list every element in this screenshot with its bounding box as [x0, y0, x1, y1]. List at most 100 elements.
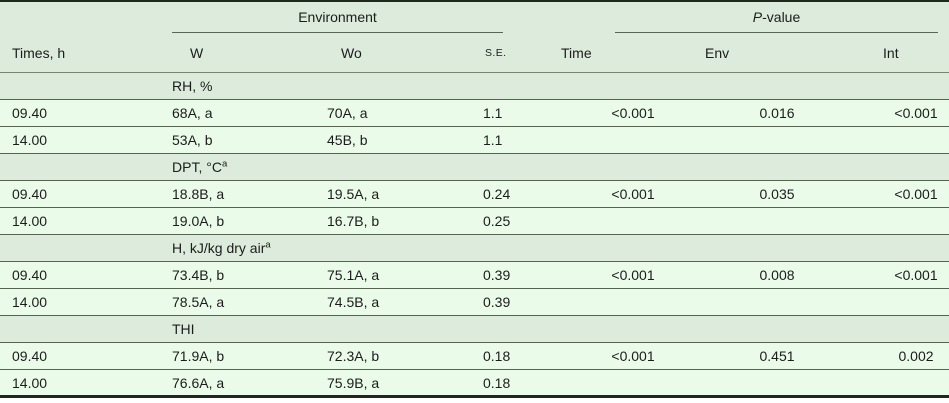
- cell-p-int: <0.001: [849, 261, 949, 289]
- table-row: 14.00 76.6A, a 75.9B, a 0.18: [0, 369, 949, 397]
- header-times: Times, h: [0, 33, 162, 73]
- group-row-dpt: DPT, °Ca: [0, 153, 949, 181]
- table-row: 09.40 71.9A, b 72.3A, b 0.18 <0.001 0.45…: [0, 342, 949, 370]
- environment-spanner-label: Environment: [298, 9, 377, 25]
- table-row: 09.40 18.8B, a 19.5A, a 0.24 <0.001 0.03…: [0, 180, 949, 208]
- group-label-text: RH, %: [172, 78, 213, 94]
- cell-times: 14.00: [0, 126, 162, 154]
- column-header-row: Times, h W Wo S.E. Time Env Int: [0, 33, 949, 73]
- cell-se: 0.25: [473, 207, 562, 235]
- group-row-rh: RH, %: [0, 72, 949, 100]
- header-se: S.E.: [473, 33, 562, 73]
- cell-p-int: [849, 288, 949, 316]
- cell-times: 14.00: [0, 288, 162, 316]
- header-w: W: [162, 33, 317, 73]
- cell-se: 0.24: [473, 180, 562, 208]
- cell-times: 09.40: [0, 180, 162, 208]
- cell-p-env: [705, 288, 850, 316]
- cell-p-int: 0.002: [849, 342, 949, 370]
- cell-w: 71.9A, b: [162, 342, 317, 370]
- header-p-env: Env: [705, 33, 850, 73]
- group-label-rh: RH, %: [162, 72, 949, 100]
- cell-p-env: 0.016: [705, 99, 850, 127]
- group-empty-cell: [0, 234, 162, 262]
- cell-times: 14.00: [0, 207, 162, 235]
- cell-wo: 74.5B, a: [317, 288, 473, 316]
- cell-w: 68A, a: [162, 99, 317, 127]
- group-superscript: a: [265, 239, 271, 251]
- cell-se: 1.1: [473, 126, 562, 154]
- cell-p-env: 0.451: [705, 342, 850, 370]
- cell-times: 09.40: [0, 261, 162, 289]
- table-row: 14.00 19.0A, b 16.7B, b 0.25: [0, 207, 949, 235]
- cell-p-env: [705, 207, 850, 235]
- cell-w: 73.4B, b: [162, 261, 317, 289]
- pvalue-spanner-label: -value: [762, 9, 801, 25]
- header-p-int: Int: [849, 33, 949, 73]
- group-label-text: H, kJ/kg dry air: [172, 240, 266, 256]
- table-row: 09.40 68A, a 70A, a 1.1 <0.001 0.016 <0.…: [0, 99, 949, 127]
- cell-wo: 72.3A, b: [317, 342, 473, 370]
- cell-p-time: <0.001: [561, 180, 706, 208]
- group-label-thi: THI: [162, 315, 949, 343]
- cell-wo: 16.7B, b: [317, 207, 473, 235]
- group-empty-cell: [0, 315, 162, 343]
- cell-p-env: [705, 369, 850, 397]
- cell-w: 18.8B, a: [162, 180, 317, 208]
- cell-p-env: [705, 126, 850, 154]
- cell-wo: 45B, b: [317, 126, 473, 154]
- cell-wo: 75.9B, a: [317, 369, 473, 397]
- cell-p-time: [561, 126, 706, 154]
- pvalue-spanner: P-value: [615, 9, 939, 33]
- header-wo: Wo: [317, 33, 473, 73]
- cell-p-time: <0.001: [561, 99, 706, 127]
- group-label-text: DPT, °C: [172, 159, 222, 175]
- table-row: 14.00 78.5A, a 74.5B, a 0.39: [0, 288, 949, 316]
- environment-spanner: Environment: [172, 9, 504, 33]
- table-row: 09.40 73.4B, b 75.1A, a 0.39 <0.001 0.00…: [0, 261, 949, 289]
- cell-p-time: <0.001: [561, 342, 706, 370]
- cell-times: 14.00: [0, 369, 162, 397]
- cell-se: 1.1: [473, 99, 562, 127]
- environment-spanner-cell: Environment: [162, 1, 562, 33]
- cell-times: 09.40: [0, 99, 162, 127]
- cell-p-int: <0.001: [849, 99, 949, 127]
- cell-se: 0.39: [473, 288, 562, 316]
- group-empty-cell: [0, 72, 162, 100]
- cell-p-time: [561, 207, 706, 235]
- cell-p-time: [561, 369, 706, 397]
- pvalue-spanner-italic-p: P: [752, 9, 763, 25]
- cell-p-int: [849, 207, 949, 235]
- cell-wo: 70A, a: [317, 99, 473, 127]
- cell-se: 0.39: [473, 261, 562, 289]
- cell-times: 09.40: [0, 342, 162, 370]
- group-label-h: H, kJ/kg dry aira: [162, 234, 949, 262]
- cell-p-env: 0.008: [705, 261, 850, 289]
- cell-p-int: <0.001: [849, 180, 949, 208]
- cell-w: 19.0A, b: [162, 207, 317, 235]
- group-superscript: a: [221, 158, 228, 170]
- pvalue-spanner-cell: P-value: [561, 1, 949, 33]
- group-row-thi: THI: [0, 315, 949, 343]
- table-row: 14.00 53A, b 45B, b 1.1: [0, 126, 949, 154]
- cell-w: 76.6A, a: [162, 369, 317, 397]
- group-empty-cell: [0, 153, 162, 181]
- cell-w: 53A, b: [162, 126, 317, 154]
- cell-p-time: <0.001: [561, 261, 706, 289]
- cell-p-env: 0.035: [705, 180, 850, 208]
- spanner-header-row: Environment P-value: [0, 1, 949, 33]
- group-label-dpt: DPT, °Ca: [162, 153, 949, 181]
- cell-wo: 75.1A, a: [317, 261, 473, 289]
- cell-wo: 19.5A, a: [317, 180, 473, 208]
- cell-p-int: [849, 369, 949, 397]
- cell-p-int: [849, 126, 949, 154]
- cell-se: 0.18: [473, 369, 562, 397]
- cell-w: 78.5A, a: [162, 288, 317, 316]
- group-row-h: H, kJ/kg dry aira: [0, 234, 949, 262]
- cell-p-time: [561, 288, 706, 316]
- header-p-time: Time: [561, 33, 706, 73]
- spanner-empty-cell: [0, 1, 162, 33]
- cell-se: 0.18: [473, 342, 562, 370]
